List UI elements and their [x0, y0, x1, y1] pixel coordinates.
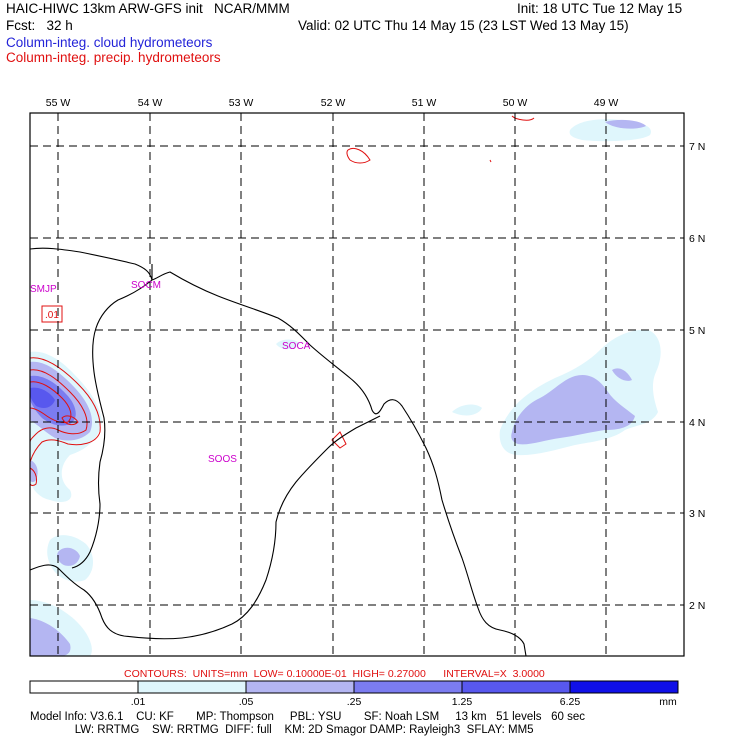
- precip-contours: [30, 115, 535, 486]
- grid-lines: [30, 113, 684, 656]
- lat-label: 2 N: [689, 600, 705, 612]
- contour-value-label: .01: [45, 310, 59, 321]
- contours-info: CONTOURS: UNITS=mm LOW= 0.10000E-01 HIGH…: [124, 668, 545, 680]
- init-time: Init: 18 UTC Tue 12 May 15: [517, 1, 683, 16]
- forecast-hour: Fcst: 32 h: [6, 18, 73, 33]
- lon-label: 49 W: [594, 97, 619, 109]
- station-label-soca: SOCA: [282, 341, 311, 352]
- lon-label: 50 W: [503, 97, 528, 109]
- lon-label: 53 W: [229, 97, 254, 109]
- colorbar-tick: .01: [131, 696, 146, 708]
- lon-label: 52 W: [321, 97, 346, 109]
- lon-label: 54 W: [138, 97, 163, 109]
- lon-label: 55 W: [46, 97, 71, 109]
- valid-time: Valid: 02 UTC Thu 14 May 15 (23 LST Wed …: [298, 18, 629, 33]
- colorbar: [29, 680, 679, 694]
- map-frame: [29, 112, 685, 657]
- lat-label: 6 N: [689, 233, 705, 245]
- cloud-shading-east: [452, 119, 661, 456]
- station-label-socm: SOCM: [131, 280, 161, 291]
- colorbar-unit: mm: [659, 696, 677, 708]
- cloud-shading-west: [30, 339, 300, 656]
- colorbar-tick: .25: [347, 696, 362, 708]
- model-info-line2: LW: RRTMG SW: RRTMG DIFF: full KM: 2D Sm…: [30, 724, 534, 736]
- lon-ticks: [57, 113, 607, 118]
- coastline: [30, 247, 527, 656]
- lat-label: 4 N: [689, 417, 705, 429]
- model-info-line1: Model Info: V3.6.1 CU: KF MP: Thompson P…: [30, 711, 585, 723]
- colorbar-tick: .05: [239, 696, 254, 708]
- legend-precip-hydrometeors: Column-integ. precip. hydrometeors: [6, 50, 221, 65]
- legend-cloud-hydrometeors: Column-integ. cloud hydrometeors: [6, 35, 213, 50]
- lat-label: 7 N: [689, 141, 705, 153]
- chart-title: HAIC-HIWC 13km ARW-GFS init NCAR/MMM: [6, 1, 290, 16]
- colorbar-tick: 1.25: [452, 696, 473, 708]
- lat-label: 5 N: [689, 325, 705, 337]
- colorbar-tick: 6.25: [560, 696, 581, 708]
- lat-label: 3 N: [689, 508, 705, 520]
- station-label-smjp: SMJP: [30, 284, 57, 295]
- station-label-soos: SOOS: [208, 454, 237, 465]
- lon-label: 51 W: [412, 97, 437, 109]
